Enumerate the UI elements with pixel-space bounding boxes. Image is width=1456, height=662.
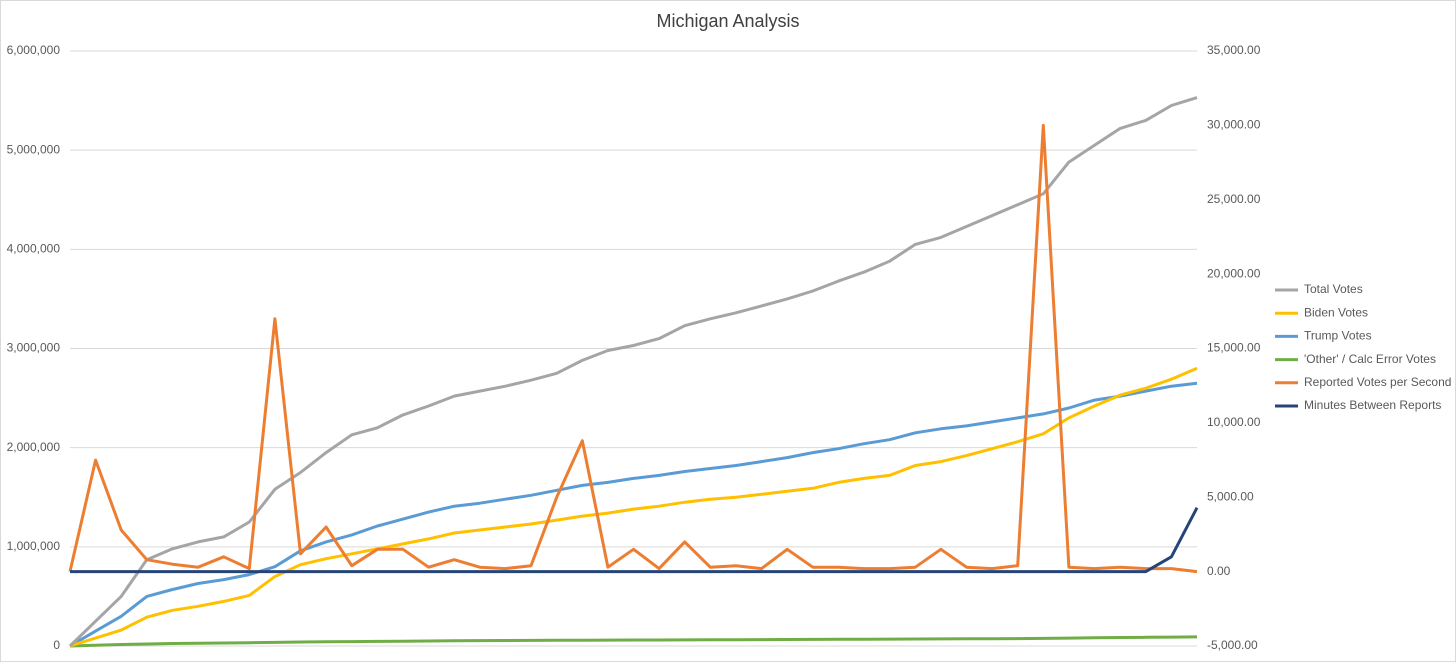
y-tick-label: 5,000,000 xyxy=(7,142,61,156)
y2-tick-label: -5,000.00 xyxy=(1207,638,1258,652)
legend-label: Total Votes xyxy=(1304,282,1363,296)
legend-label: Reported Votes per Second xyxy=(1304,375,1451,389)
y2-tick-label: 10,000.00 xyxy=(1207,415,1261,429)
y2-tick-label: 25,000.00 xyxy=(1207,192,1261,206)
chart-title: Michigan Analysis xyxy=(656,11,799,31)
legend-label: Biden Votes xyxy=(1304,305,1368,319)
y-tick-label: 3,000,000 xyxy=(7,341,61,355)
series-line xyxy=(68,96,1198,648)
legend-label: 'Other' / Calc Error Votes xyxy=(1304,352,1436,366)
series-line xyxy=(70,507,1199,574)
y2-tick-label: 20,000.00 xyxy=(1207,266,1261,280)
y-tick-label: 2,000,000 xyxy=(7,440,61,454)
legend-label: Trump Votes xyxy=(1304,329,1372,343)
y2-tick-label: 5,000.00 xyxy=(1207,489,1254,503)
y-tick-label: 4,000,000 xyxy=(7,242,61,256)
y2-tick-label: 30,000.00 xyxy=(1207,118,1261,132)
y-tick-label: 0 xyxy=(53,638,60,652)
legend-label: Minutes Between Reports xyxy=(1304,398,1441,412)
y-tick-label: 6,000,000 xyxy=(7,43,61,57)
series-line xyxy=(69,635,1198,648)
y2-tick-label: 35,000.00 xyxy=(1207,43,1261,57)
y2-tick-label: 0.00 xyxy=(1207,564,1231,578)
series-line xyxy=(69,366,1198,648)
y2-tick-label: 15,000.00 xyxy=(1207,341,1261,355)
series-line xyxy=(68,123,1198,574)
y-tick-label: 1,000,000 xyxy=(7,539,61,553)
